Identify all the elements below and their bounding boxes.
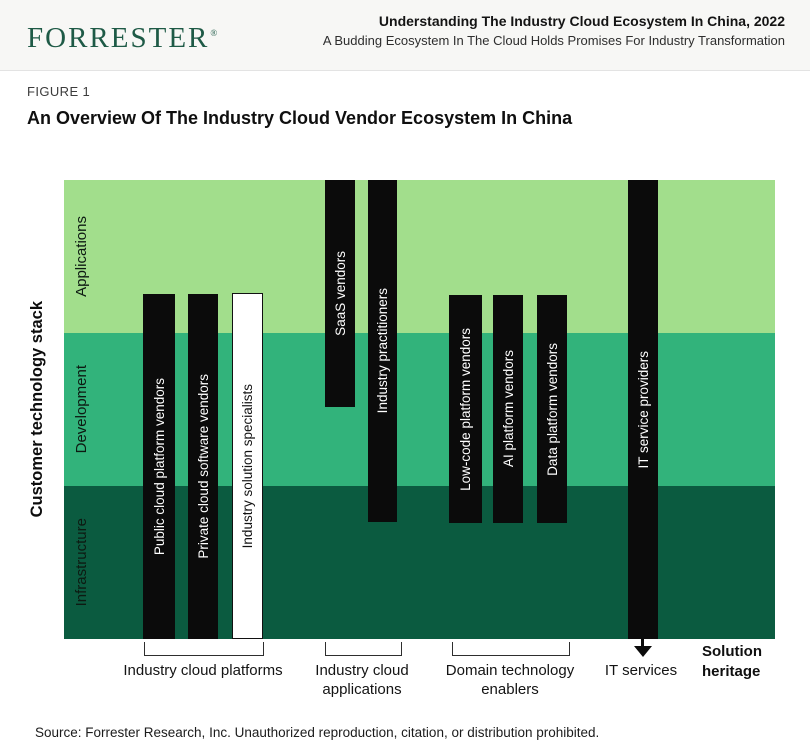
vendor-bar-label: IT service providers <box>635 350 651 469</box>
vendor-bar-industry-solution-specialists: Industry solution specialists <box>232 293 263 639</box>
group-label-industry-cloud-platforms: Industry cloud platforms <box>123 662 283 679</box>
bracket-industry-cloud-applications <box>325 642 402 656</box>
arrow-down-icon <box>641 639 644 647</box>
vendor-bar-data-platform: Data platform vendors <box>537 295 567 523</box>
vendor-bar-it-service-providers: IT service providers <box>628 180 658 639</box>
band-label-applications: Applications <box>73 216 90 297</box>
y-axis-label: Customer technology stack <box>27 301 46 518</box>
vendor-bar-industry-practitioners: Industry practitioners <box>368 180 397 522</box>
vendor-bar-low-code: Low-code platform vendors <box>449 295 482 523</box>
forrester-logo-text: FORRESTER <box>27 22 210 54</box>
report-subtitle: A Budding Ecosystem In The Cloud Holds P… <box>322 33 785 48</box>
group-label-it-services: IT services <box>604 662 678 679</box>
vendor-bar-label: Private cloud software vendors <box>195 374 211 559</box>
solution-heritage-label: Solution heritage <box>702 643 762 680</box>
band-label-wrap: Infrastructure <box>73 486 90 639</box>
vendor-bar-label: Industry practitioners <box>375 288 390 414</box>
vendor-bar-label: SaaS vendors <box>332 251 348 336</box>
vendor-bar-label: Low-code platform vendors <box>458 327 473 491</box>
figure-title: An Overview Of The Industry Cloud Vendor… <box>27 108 573 128</box>
bracket-industry-cloud-platforms <box>144 642 264 656</box>
band-label-wrap: Applications <box>73 180 90 333</box>
vendor-bar-public-cloud-platform: Public cloud platform vendors <box>143 294 175 639</box>
vendor-bar-label: Data platform vendors <box>544 342 560 476</box>
vendor-bar-private-cloud-software: Private cloud software vendors <box>188 294 218 639</box>
vendor-bar-label: AI platform vendors <box>500 350 516 468</box>
header-title-block: Understanding The Industry Cloud Ecosyst… <box>323 12 785 50</box>
arrow-down-icon <box>634 646 652 657</box>
source-attribution: Source: Forrester Research, Inc. Unautho… <box>35 725 600 740</box>
group-label-industry-cloud-applications: Industry cloud applications <box>315 662 409 698</box>
vendor-bar-saas: SaaS vendors <box>325 180 355 407</box>
bracket-domain-technology-enablers <box>452 642 570 656</box>
vendor-bar-ai-platform: AI platform vendors <box>493 295 523 523</box>
vendor-bar-label: Public cloud platform vendors <box>151 377 167 556</box>
forrester-logo: FORRESTER® <box>27 22 217 55</box>
figure-number-label: FIGURE 1 <box>27 84 91 99</box>
report-title: Understanding The Industry Cloud Ecosyst… <box>378 13 785 29</box>
band-label-infrastructure: Infrastructure <box>73 518 90 607</box>
group-label-domain-technology-enablers: Domain technology enablers <box>445 662 575 698</box>
y-axis-label-wrap: Customer technology stack <box>20 180 54 639</box>
registered-mark: ® <box>210 28 218 39</box>
report-header: FORRESTER® Understanding The Industry Cl… <box>0 0 810 71</box>
band-label-development: Development <box>73 365 90 454</box>
band-label-wrap: Development <box>73 333 90 486</box>
vendor-bar-label: Industry solution specialists <box>240 383 255 549</box>
